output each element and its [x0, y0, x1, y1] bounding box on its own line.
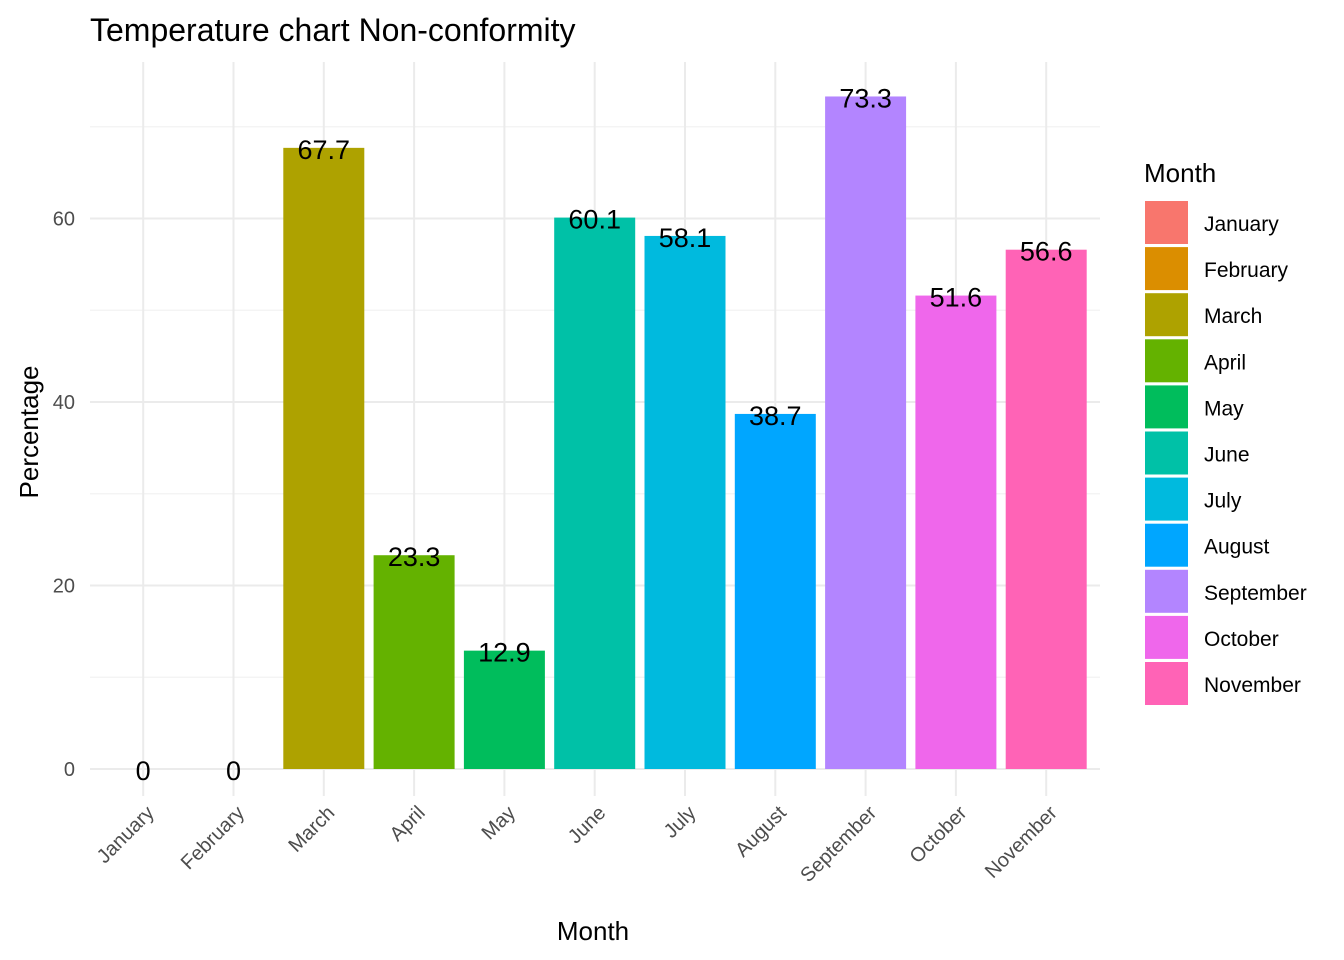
legend-label-april: April [1204, 351, 1246, 374]
data-label-march: 67.7 [298, 135, 351, 165]
data-label-september: 73.3 [839, 83, 892, 113]
data-label-october: 51.6 [930, 283, 983, 313]
data-label-may: 12.9 [478, 638, 531, 668]
bar-april [373, 555, 455, 769]
legend-key-march [1145, 293, 1188, 337]
chart-title: Temperature chart Non-conformity [90, 12, 576, 48]
legend-key-january [1145, 201, 1188, 244]
data-label-august: 38.7 [749, 401, 802, 431]
y-tick-label: 0 [64, 759, 75, 781]
bar-july [644, 235, 726, 769]
data-label-april: 23.3 [388, 542, 441, 572]
legend-label-january: January [1204, 213, 1279, 236]
legend-label-february: February [1204, 259, 1289, 282]
bars [283, 96, 1087, 770]
legend-label-october: October [1204, 628, 1279, 651]
legend-key-september [1145, 569, 1188, 613]
data-label-november: 56.6 [1020, 237, 1073, 267]
data-label-july: 58.1 [659, 223, 712, 253]
y-tick-label: 60 [53, 209, 75, 231]
y-tick-label: 20 [53, 576, 75, 598]
bar-august [734, 413, 816, 769]
y-tick-label: 40 [53, 392, 75, 414]
legend-label-july: July [1204, 490, 1242, 513]
x-tick-label-october: October [906, 802, 972, 868]
bar-september [825, 96, 907, 769]
x-tick-label-april: April [386, 802, 430, 846]
x-axis-ticks: January February March April May June July Augu… [93, 802, 1062, 887]
x-tick-label-september: September [796, 802, 881, 887]
bar-june [554, 217, 636, 769]
legend-label-may: May [1204, 397, 1244, 420]
legend-key-february [1145, 247, 1188, 291]
x-tick-label-november: November [981, 802, 1062, 883]
data-label-june: 60.1 [568, 205, 621, 235]
bar-march [283, 147, 365, 770]
data-label-february: 0 [226, 756, 241, 786]
legend-label-june: June [1204, 444, 1250, 467]
legend-label-september: September [1204, 582, 1307, 605]
x-axis-title: Month [557, 916, 629, 946]
data-label-january: 0 [136, 756, 151, 786]
y-axis-title: Percentage [14, 366, 44, 499]
legend-key-august [1145, 523, 1188, 567]
bar-november [1005, 249, 1087, 769]
legend-key-november [1145, 662, 1188, 705]
bar-may [463, 650, 545, 769]
legend-key-july [1145, 477, 1188, 521]
x-tick-label-may: May [478, 802, 520, 844]
x-tick-label-june: June [564, 802, 610, 848]
bar-october [915, 295, 997, 769]
x-tick-label-march: March [284, 802, 339, 857]
legend-key-june [1145, 431, 1188, 475]
legend-key-october [1145, 615, 1188, 659]
x-tick-label-january: January [93, 802, 159, 868]
y-axis-ticks: 0 20 40 60 [53, 209, 75, 782]
data-labels: 0 0 67.7 23.3 12.9 60.1 58.1 38.7 73.3 51.6 56.6 [136, 83, 1073, 786]
x-tick-label-august: August [731, 802, 791, 862]
legend-key-april [1145, 339, 1188, 383]
legend-key-may [1145, 385, 1188, 429]
x-tick-label-july: July [660, 802, 701, 843]
legend-title: Month [1144, 158, 1216, 188]
legend-label-november: November [1204, 674, 1301, 697]
legend: Month January February March April May June Ju… [1144, 158, 1307, 705]
x-tick-label-february: February [177, 802, 249, 874]
legend-label-august: August [1204, 536, 1270, 559]
legend-label-march: March [1204, 305, 1262, 328]
